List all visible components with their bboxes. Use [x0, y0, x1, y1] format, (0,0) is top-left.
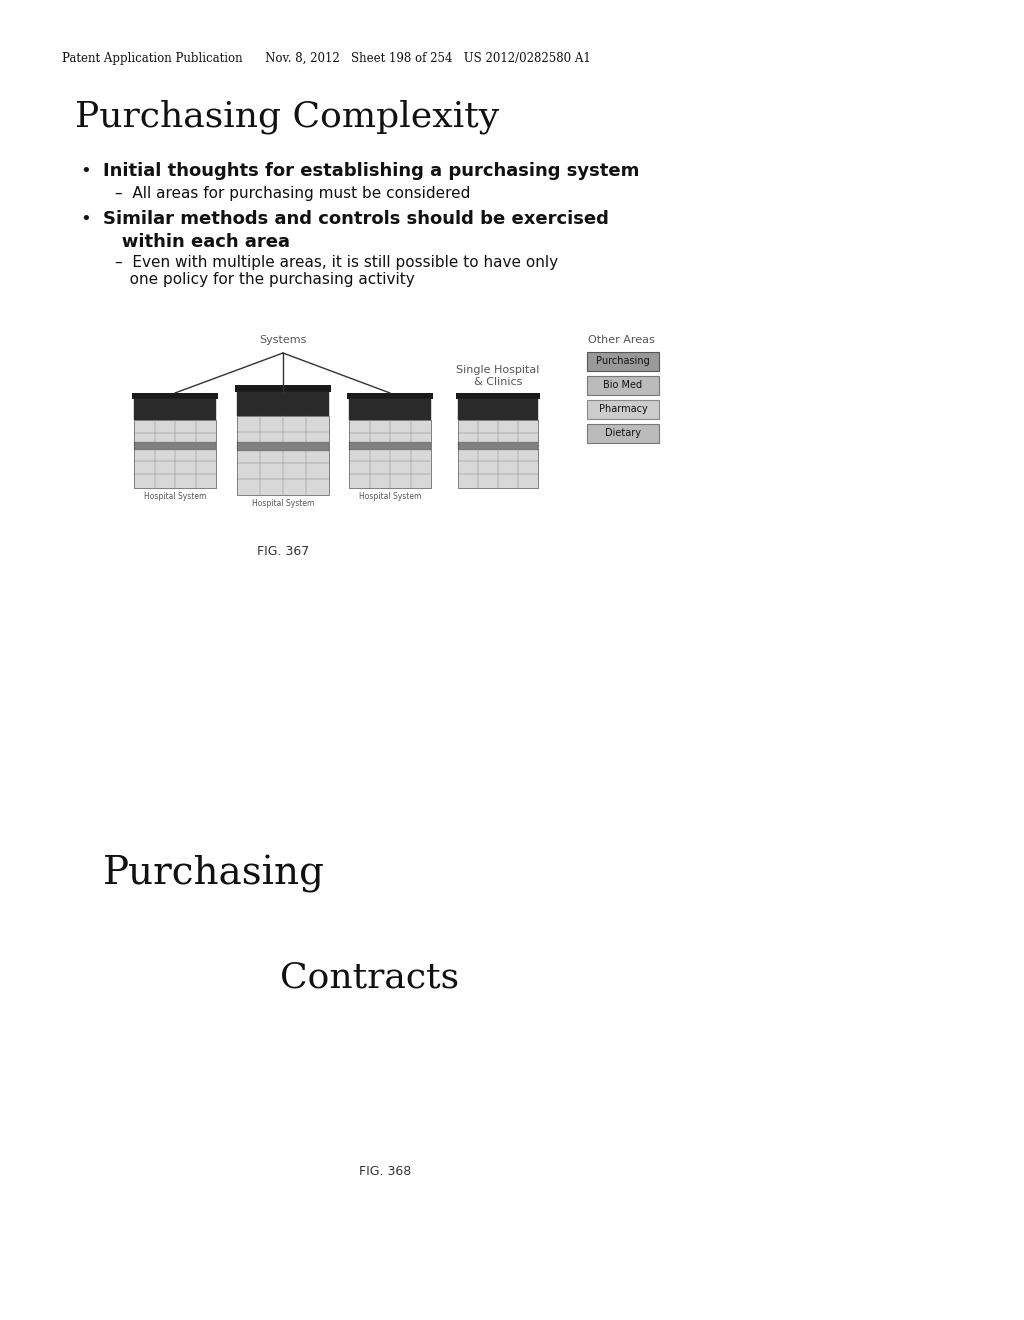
Text: one policy for the purchasing activity: one policy for the purchasing activity — [115, 272, 415, 286]
Bar — [458, 399, 538, 420]
Text: Dietary: Dietary — [605, 429, 641, 438]
Bar — [458, 442, 538, 450]
Bar — [132, 393, 218, 399]
Text: –  Even with multiple areas, it is still possible to have only: – Even with multiple areas, it is still … — [115, 255, 558, 271]
Bar — [456, 393, 540, 399]
Text: Single Hospital
& Clinics: Single Hospital & Clinics — [457, 366, 540, 387]
Text: Similar methods and controls should be exercised
   within each area: Similar methods and controls should be e… — [103, 210, 609, 251]
Text: •: • — [80, 210, 91, 228]
Bar — [234, 385, 331, 392]
Text: Systems: Systems — [259, 335, 306, 345]
Bar — [134, 420, 216, 488]
Text: Other Areas: Other Areas — [588, 335, 654, 345]
Bar — [587, 376, 659, 395]
Bar — [134, 442, 216, 450]
Text: Bio Med: Bio Med — [603, 380, 643, 391]
Bar — [587, 424, 659, 444]
Bar — [237, 392, 329, 416]
Bar — [587, 400, 659, 418]
Text: Contracts: Contracts — [281, 960, 460, 994]
Text: Purchasing: Purchasing — [596, 356, 650, 367]
Text: Pharmacy: Pharmacy — [599, 404, 647, 414]
Text: •: • — [80, 162, 91, 180]
Bar — [458, 420, 538, 488]
Text: –  All areas for purchasing must be considered: – All areas for purchasing must be consi… — [115, 186, 470, 201]
Bar — [134, 399, 216, 420]
Text: FIG. 367: FIG. 367 — [257, 545, 309, 558]
Bar — [349, 420, 431, 488]
Text: FIG. 368: FIG. 368 — [358, 1166, 411, 1177]
Text: Purchasing: Purchasing — [103, 855, 325, 894]
Text: Purchasing Complexity: Purchasing Complexity — [75, 100, 499, 135]
Bar — [347, 393, 433, 399]
Text: Initial thoughts for establishing a purchasing system: Initial thoughts for establishing a purc… — [103, 162, 639, 180]
Bar — [237, 442, 329, 451]
Bar — [237, 416, 329, 495]
Text: Hospital System: Hospital System — [143, 492, 206, 502]
Bar — [349, 399, 431, 420]
Bar — [349, 442, 431, 450]
Bar — [587, 352, 659, 371]
Text: Hospital System: Hospital System — [252, 499, 314, 508]
Text: Hospital System: Hospital System — [358, 492, 421, 502]
Text: Patent Application Publication      Nov. 8, 2012   Sheet 198 of 254   US 2012/02: Patent Application Publication Nov. 8, 2… — [62, 51, 591, 65]
